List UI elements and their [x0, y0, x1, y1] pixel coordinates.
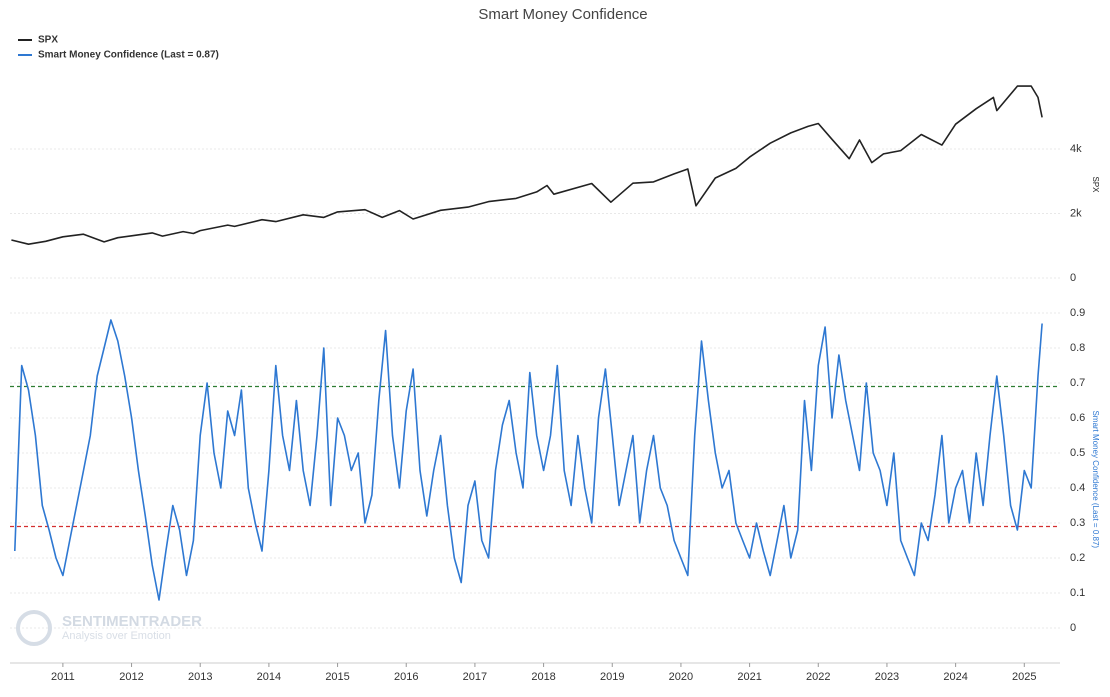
y-tick-label: 0.4	[1070, 482, 1085, 494]
series-line	[14, 319, 1043, 601]
y-tick-label: 0.8	[1070, 342, 1085, 354]
x-tick-label: 2012	[119, 671, 143, 683]
series-line	[11, 85, 1043, 245]
x-tick-label: 2016	[394, 671, 418, 683]
watermark-logo	[16, 610, 52, 646]
x-tick-label: 2013	[188, 671, 212, 683]
watermark: SENTIMENTRADER	[62, 613, 202, 630]
y-tick-label: 0.3	[1070, 517, 1085, 529]
x-tick-label: 2025	[1012, 671, 1036, 683]
y-tick-label: 0	[1070, 272, 1076, 284]
x-tick-label: 2019	[600, 671, 624, 683]
x-tick-label: 2023	[875, 671, 899, 683]
y-tick-label: 0	[1070, 622, 1076, 634]
x-tick-label: 2024	[943, 671, 967, 683]
y-tick-label: 4k	[1070, 143, 1082, 155]
x-tick-label: 2015	[325, 671, 349, 683]
x-tick-label: 2018	[531, 671, 555, 683]
y-tick-label: 0.5	[1070, 447, 1085, 459]
x-tick-label: 2021	[737, 671, 761, 683]
y-tick-label: 0.9	[1070, 307, 1085, 319]
y-tick-label: 0.7	[1070, 377, 1085, 389]
y-axis-title: SPX	[1091, 176, 1100, 193]
watermark: Analysis over Emotion	[62, 630, 171, 642]
x-tick-label: 2014	[257, 671, 281, 683]
legend-label: SPX	[38, 35, 58, 46]
y-tick-label: 2k	[1070, 207, 1082, 219]
x-tick-label: 2022	[806, 671, 830, 683]
x-tick-label: 2020	[669, 671, 693, 683]
y-axis-title: Smart Money Confidence (Last = 0.87)	[1091, 410, 1100, 548]
chart-title: Smart Money Confidence	[478, 6, 647, 23]
y-tick-label: 0.6	[1070, 412, 1085, 424]
y-tick-label: 0.1	[1070, 587, 1085, 599]
x-tick-label: 2017	[463, 671, 487, 683]
x-tick-label: 2011	[51, 671, 75, 683]
y-tick-label: 0.2	[1070, 552, 1085, 564]
legend-label: Smart Money Confidence (Last = 0.87)	[38, 50, 219, 61]
